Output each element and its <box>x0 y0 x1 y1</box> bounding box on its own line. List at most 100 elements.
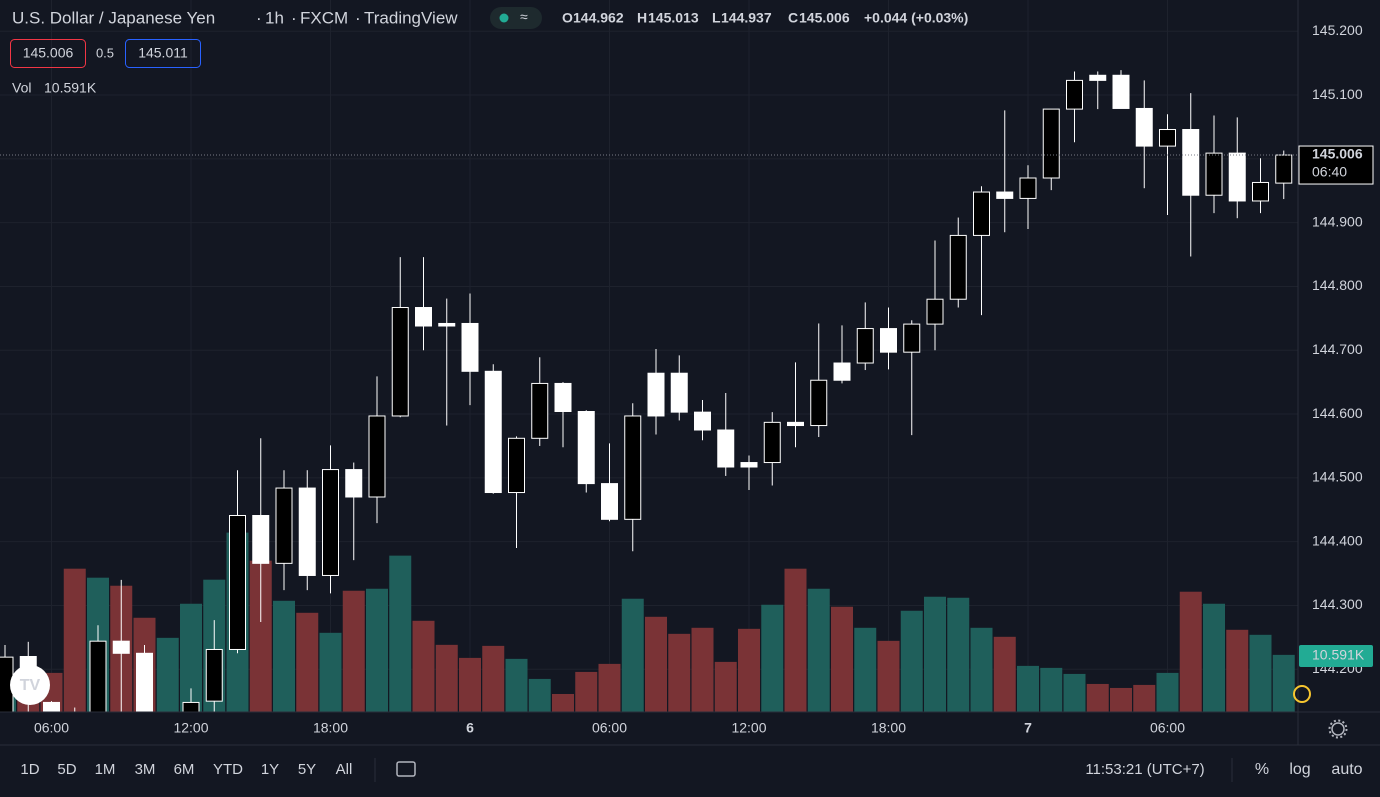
buy-button[interactable] <box>125 39 201 68</box>
candle-body <box>647 372 665 417</box>
y-tick-label: 144.300 <box>1312 596 1363 612</box>
candle-body <box>1159 129 1176 147</box>
market-open-dot <box>499 13 509 23</box>
volume-bar <box>1063 673 1086 712</box>
candle-body <box>275 487 293 564</box>
x-tick-label: 06:00 <box>592 720 627 736</box>
volume-bar <box>691 627 714 712</box>
low-label: L <box>712 10 721 26</box>
volume-bar <box>482 645 505 712</box>
candle-body <box>740 462 758 468</box>
range-button[interactable]: 5Y <box>298 761 316 778</box>
candle-body <box>973 191 990 236</box>
x-tick-label: 18:00 <box>313 720 348 736</box>
price-label-box <box>1298 145 1374 185</box>
volume-bar <box>1156 672 1179 712</box>
range-button[interactable]: 6M <box>174 761 195 778</box>
bid-price: 145.006 <box>23 45 74 61</box>
volume-bar <box>342 590 365 712</box>
range-button[interactable]: 3M <box>135 761 156 778</box>
high-value: 145.013 <box>648 10 699 26</box>
volume-bar <box>249 560 272 712</box>
range-bar: 1D 5D 1M 3M 6M YTD 1Y 5Y All <box>20 761 352 778</box>
auto-toggle[interactable]: auto <box>1331 761 1362 778</box>
close-label: C <box>788 10 798 26</box>
x-tick-label: 06:00 <box>34 720 69 736</box>
candle-body <box>322 469 339 576</box>
volume-bar <box>575 671 598 712</box>
y-tick-label: 144.600 <box>1312 405 1363 421</box>
volume-bar <box>993 636 1016 712</box>
clock[interactable]: 11:53:21 (UTC+7) <box>1085 761 1204 778</box>
volume-bar <box>1272 654 1295 712</box>
range-button[interactable]: 1M <box>95 761 116 778</box>
change: +0.044 (+0.03%) <box>864 10 968 26</box>
candle-body <box>763 421 781 464</box>
volume-bar <box>389 555 412 712</box>
volume-name: Vol <box>12 80 31 96</box>
volume-bar <box>598 663 621 712</box>
volume-pane <box>0 532 1295 712</box>
volume-bar <box>1017 665 1039 712</box>
candle-body <box>1252 181 1269 202</box>
volume-axis-label: 10.591K <box>1312 647 1365 663</box>
candle-body <box>229 514 246 650</box>
candle-body <box>438 322 456 327</box>
candle-body <box>205 648 223 702</box>
volume-bar <box>1110 687 1132 712</box>
volume-bar <box>528 678 551 712</box>
percent-toggle[interactable]: % <box>1255 761 1269 778</box>
tv-logo[interactable] <box>10 665 50 705</box>
candle-body <box>43 701 60 712</box>
candle-body <box>601 483 618 520</box>
status-pill[interactable] <box>490 7 542 29</box>
settings-icon[interactable] <box>1331 722 1345 736</box>
symbol: U.S. Dollar / Japanese Yen <box>12 8 215 27</box>
delay-icon: ≈ <box>520 9 528 25</box>
candle-body <box>856 328 874 364</box>
volume-bar <box>1133 684 1156 712</box>
sell-button[interactable] <box>10 39 86 68</box>
interval[interactable]: 1h <box>265 8 284 27</box>
y-tick-label: 145.100 <box>1312 86 1363 102</box>
goto-date-icon[interactable] <box>396 761 416 777</box>
candle-body <box>1112 74 1130 109</box>
candle-body <box>112 640 130 654</box>
volume-bar <box>854 627 877 712</box>
volume-bar <box>714 661 737 712</box>
y-tick-label: 144.700 <box>1312 341 1363 357</box>
volume-bar <box>366 588 388 712</box>
x-tick-label: 12:00 <box>731 720 766 736</box>
high-label: H <box>637 10 647 26</box>
volume-bar <box>947 597 970 712</box>
y-tick-label: 144.400 <box>1312 532 1363 548</box>
range-button[interactable]: 1D <box>20 761 39 778</box>
candle-body <box>484 370 502 494</box>
event-icon[interactable] <box>1293 685 1311 703</box>
y-tick-label: 144.800 <box>1312 277 1363 293</box>
volume-bar <box>319 632 342 712</box>
candle-body <box>89 640 107 712</box>
volume-bar <box>435 644 458 712</box>
range-button[interactable]: YTD <box>213 761 243 778</box>
separator: · <box>291 8 297 27</box>
x-tick-label: 6 <box>466 720 474 736</box>
volume-bar <box>505 658 528 712</box>
candle-body <box>531 382 549 439</box>
log-toggle[interactable]: log <box>1289 761 1310 778</box>
separator: · <box>256 8 262 27</box>
range-button[interactable]: 5D <box>57 761 76 778</box>
candle-body <box>787 421 804 427</box>
volume-bar <box>1040 667 1063 712</box>
candle-body <box>182 701 200 712</box>
candle-body <box>415 307 432 327</box>
y-tick-label: 144.500 <box>1312 469 1363 485</box>
candle-body <box>694 411 711 431</box>
candle-body <box>1205 152 1223 196</box>
volume-bar <box>1179 591 1202 712</box>
range-button[interactable]: 1Y <box>261 761 279 778</box>
range-button[interactable]: All <box>336 761 353 778</box>
y-tick-label: 145.200 <box>1312 22 1363 38</box>
volume-bar <box>1203 603 1225 712</box>
candle-body <box>903 323 921 353</box>
